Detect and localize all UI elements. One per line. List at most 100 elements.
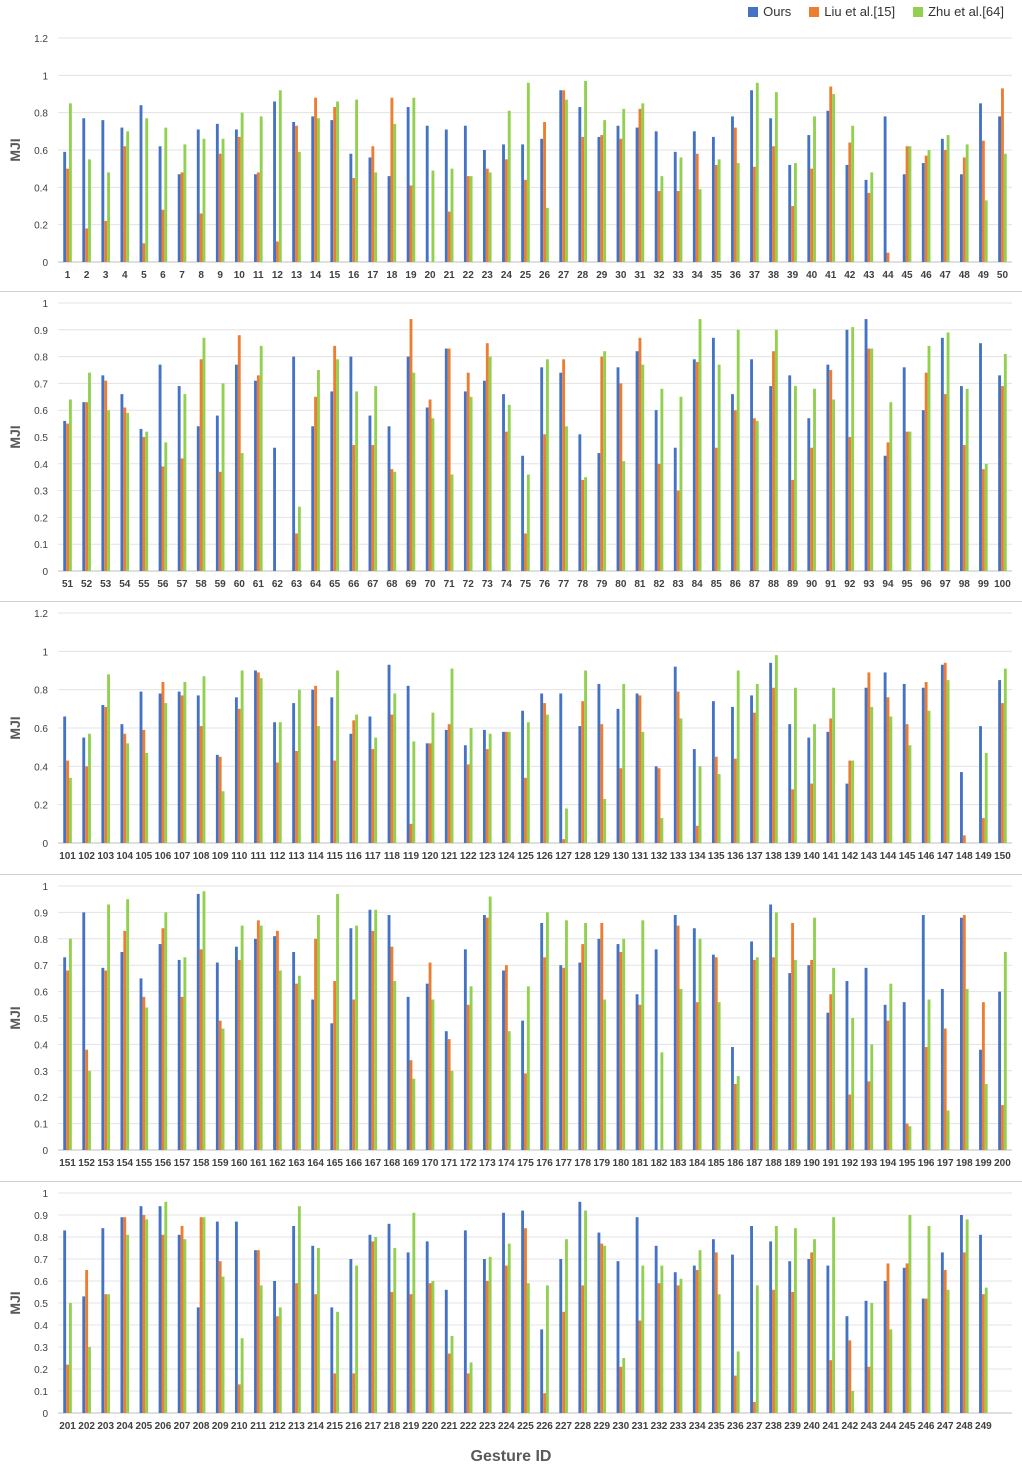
bar — [565, 99, 568, 262]
bar — [616, 944, 620, 1150]
bar — [755, 420, 759, 571]
x-tick-label: 249 — [975, 1421, 992, 1432]
y-axis-title: MJI — [7, 138, 23, 161]
bar — [406, 356, 410, 571]
bar — [218, 1020, 222, 1150]
bar — [88, 1070, 91, 1150]
bar — [984, 1084, 988, 1150]
bar — [256, 1250, 260, 1413]
bar — [889, 1329, 893, 1413]
bar — [711, 701, 715, 843]
bar — [368, 415, 372, 571]
x-tick-label: 194 — [880, 1158, 897, 1169]
bar — [431, 418, 435, 571]
legend-swatch — [809, 6, 820, 17]
x-tick-label: 28 — [577, 270, 589, 281]
bar — [466, 176, 470, 262]
bar — [826, 364, 830, 571]
bar — [488, 172, 492, 262]
x-tick-label: 97 — [940, 579, 952, 590]
bar — [107, 904, 110, 1150]
x-tick-label: 8 — [198, 270, 204, 281]
bar — [521, 144, 525, 262]
bar — [180, 458, 184, 571]
bar — [374, 1237, 378, 1413]
bar — [317, 726, 320, 843]
x-tick-label: 40 — [806, 270, 818, 281]
bar — [311, 999, 315, 1150]
x-tick-label: 45 — [901, 270, 913, 281]
bar — [946, 332, 950, 571]
y-tick-label: 0.5 — [34, 1299, 48, 1310]
bar — [826, 731, 830, 843]
bar — [336, 893, 339, 1150]
bar — [295, 533, 298, 571]
bar — [311, 426, 315, 571]
bar — [444, 729, 448, 843]
x-tick-label: 197 — [937, 1158, 954, 1169]
y-tick-label: 0.4 — [34, 183, 48, 194]
bar — [371, 930, 375, 1150]
bar — [813, 724, 816, 843]
bar — [616, 1261, 620, 1413]
y-tick-label: 0.7 — [34, 379, 48, 390]
bar — [902, 367, 906, 571]
x-tick-label: 34 — [692, 270, 704, 281]
x-tick-label: 140 — [803, 851, 820, 862]
bar — [336, 1311, 339, 1413]
bar — [428, 1283, 432, 1413]
bar — [273, 447, 276, 571]
bar — [733, 410, 737, 571]
bar — [444, 129, 448, 262]
bar — [829, 86, 833, 263]
bar — [142, 1215, 146, 1413]
bar — [218, 1261, 222, 1413]
bar — [660, 1052, 664, 1150]
bar — [829, 994, 833, 1150]
bar — [979, 343, 982, 571]
bar — [431, 1281, 435, 1413]
bar — [562, 359, 566, 571]
bar — [123, 407, 127, 571]
bar — [984, 200, 988, 262]
x-tick-label: 20 — [424, 270, 436, 281]
bar — [311, 116, 315, 263]
bar — [772, 957, 775, 1150]
bar — [196, 1307, 200, 1413]
bar — [237, 136, 241, 262]
x-tick-label: 25 — [520, 270, 532, 281]
bar — [502, 144, 505, 262]
bar — [965, 144, 969, 262]
x-tick-label: 126 — [536, 851, 553, 862]
x-tick-label: 156 — [155, 1158, 172, 1169]
bar — [447, 348, 451, 571]
bar — [829, 718, 833, 843]
y-tick-label: 0 — [42, 567, 48, 578]
x-tick-label: 53 — [100, 579, 112, 590]
x-tick-label: 236 — [727, 1421, 744, 1432]
bar — [965, 388, 969, 571]
bar — [104, 1294, 108, 1413]
bar — [502, 731, 505, 843]
bar — [984, 463, 988, 571]
x-tick-label: 44 — [882, 270, 894, 281]
bar — [581, 1285, 585, 1413]
bar — [788, 164, 792, 262]
y-tick-label: 0.6 — [34, 146, 48, 157]
bar — [221, 791, 225, 843]
legend-label: Zhu et al.[64] — [928, 4, 1004, 19]
bar — [330, 697, 334, 843]
bar — [374, 909, 378, 1150]
bar — [85, 1049, 89, 1150]
x-tick-label: 85 — [711, 579, 723, 590]
bar — [504, 431, 508, 571]
x-tick-label: 196 — [918, 1158, 935, 1169]
x-tick-label: 231 — [632, 1421, 649, 1432]
bar — [676, 925, 680, 1150]
bar — [368, 1234, 372, 1413]
bar — [240, 1338, 244, 1413]
bar — [902, 1267, 906, 1413]
x-tick-label: 74 — [501, 579, 513, 590]
x-tick-label: 192 — [841, 1158, 858, 1169]
bar — [622, 683, 626, 843]
